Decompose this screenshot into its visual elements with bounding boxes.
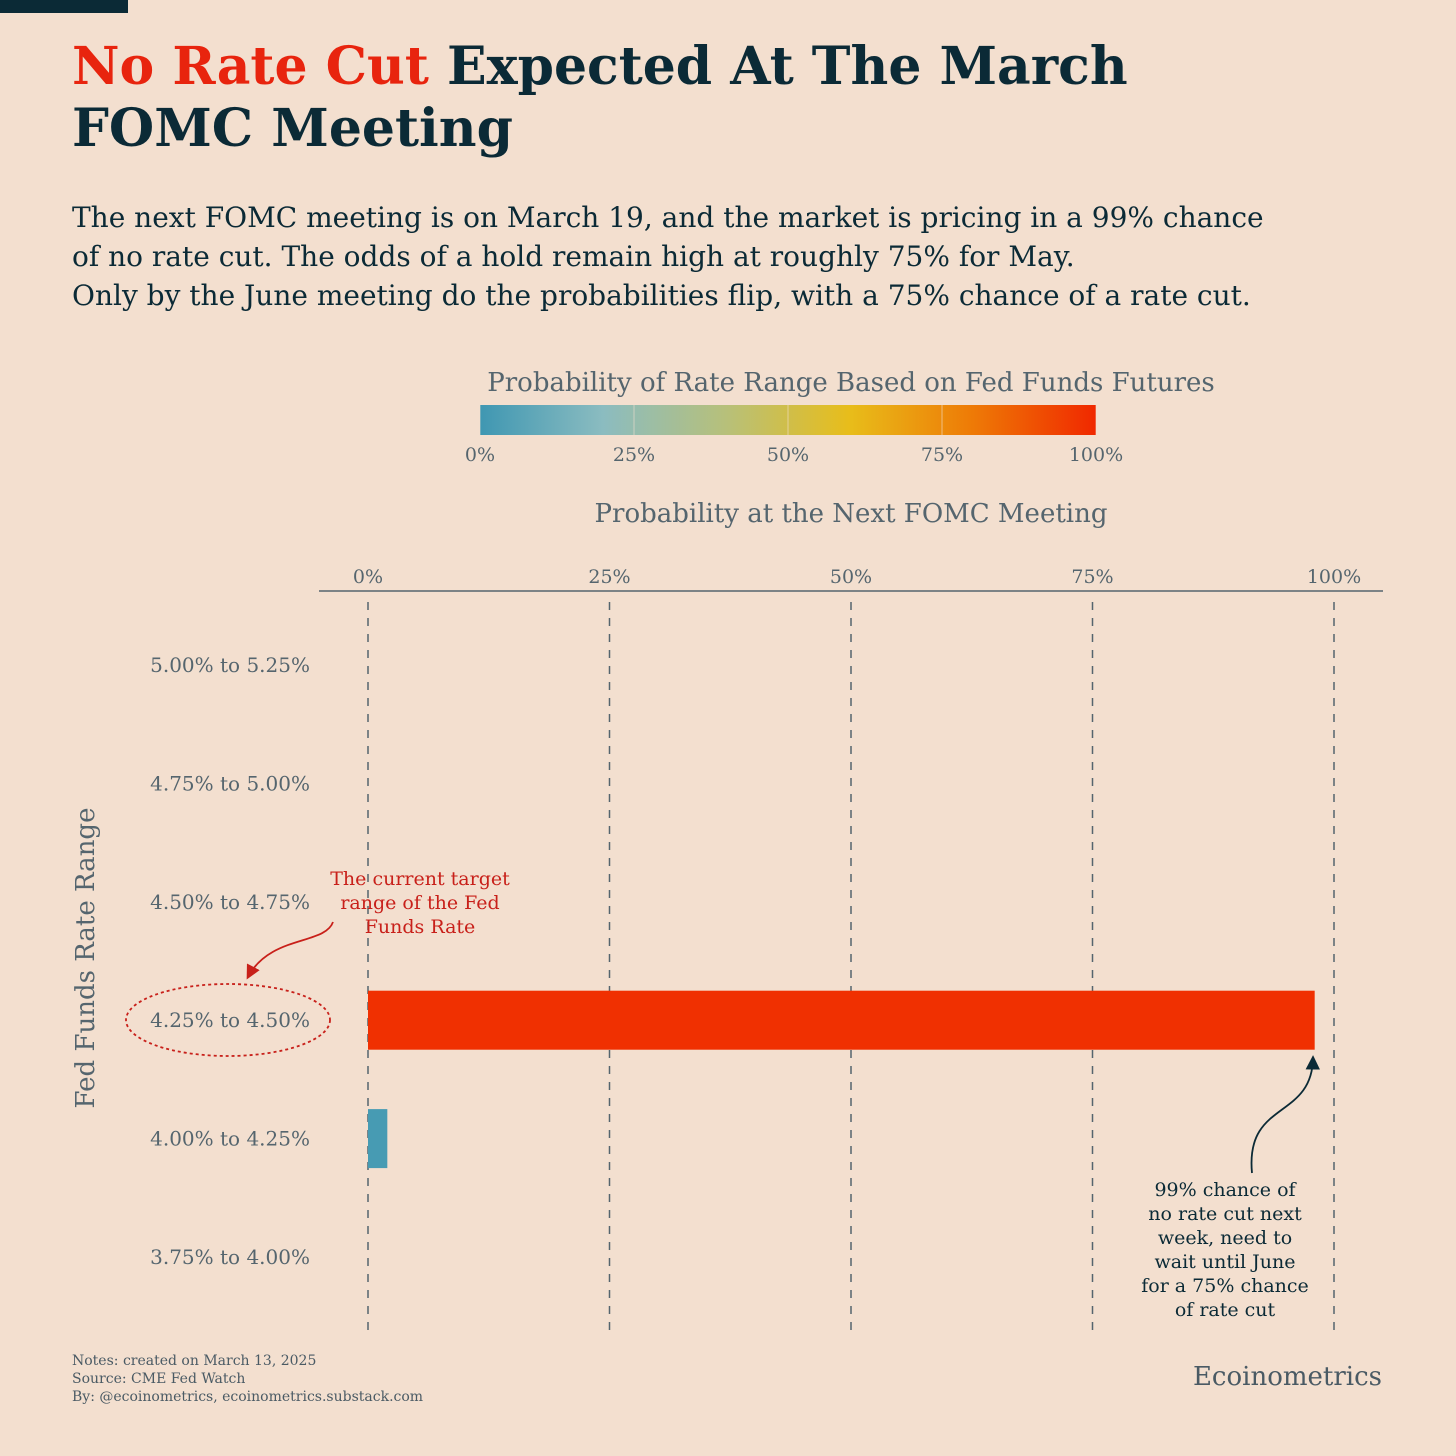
- page-title: No Rate Cut Expected At The March FOMC M…: [72, 36, 1222, 160]
- annotation-99-percent-arrow: [1250, 1055, 1321, 1174]
- annotation-99-percent: 99% chance of no rate cut next week, nee…: [1141, 1179, 1309, 1321]
- y-tick-label: 3.75% to 4.00%: [150, 1245, 310, 1269]
- legend-tick-label: 0%: [465, 444, 495, 466]
- corner-accent-bar: [0, 0, 128, 13]
- legend-tick-label: 25%: [613, 444, 655, 466]
- subtitle-line: Only by the June meeting do the probabil…: [72, 279, 1251, 312]
- annotation-current-target-line: Funds Rate: [365, 916, 476, 938]
- y-tick-label: 4.50% to 4.75%: [150, 890, 310, 914]
- y-tick-label: 5.00% to 5.25%: [150, 653, 310, 677]
- brand-logo-text: Ecoinometrics: [1192, 1362, 1382, 1392]
- legend-title: Probability of Rate Range Based on Fed F…: [487, 368, 1214, 398]
- footer-source: Source: CME Fed Watch: [72, 1371, 246, 1387]
- x-tick-label: 100%: [1307, 566, 1361, 588]
- footer-notes-created: Notes: created on March 13, 2025: [72, 1353, 317, 1369]
- annotation-current-target-line: range of the Fed: [340, 892, 499, 914]
- legend-tick-label: 100%: [1069, 444, 1123, 466]
- annotation-99-percent-line: for a 75% chance: [1141, 1275, 1309, 1297]
- annotation-99-percent-line: wait until June: [1155, 1251, 1296, 1273]
- subtitle-line: The next FOMC meeting is on March 19, an…: [72, 201, 1264, 234]
- footer-notes: Notes: created on March 13, 2025 Source:…: [72, 1352, 423, 1406]
- footer-byline: By: @ecoinometrics, ecoinometrics.substa…: [72, 1389, 424, 1405]
- annotation-99-percent-line: week, need to: [1158, 1227, 1292, 1249]
- x-tick-label: 25%: [588, 566, 630, 588]
- annotation-current-target-arrow: [246, 921, 334, 980]
- legend-tick-label: 50%: [767, 444, 809, 466]
- x-tick-label: 50%: [830, 566, 872, 588]
- x-tick-label: 75%: [1071, 566, 1113, 588]
- title-highlight: No Rate Cut: [72, 36, 429, 97]
- title-rest: Expected At The March FOMC Meeting: [72, 36, 1128, 159]
- annotation-99-percent-line: no rate cut next: [1148, 1203, 1302, 1225]
- x-axis-title: Probability at the Next FOMC Meeting: [595, 499, 1108, 529]
- y-tick-label: 4.25% to 4.50%: [150, 1008, 310, 1032]
- subtitle-line: of no rate cut. The odds of a hold remai…: [72, 240, 1075, 273]
- bar: [368, 1109, 388, 1169]
- annotation-99-percent-line: 99% chance of: [1154, 1179, 1297, 1201]
- legend-tick-label: 75%: [921, 444, 963, 466]
- subtitle: The next FOMC meeting is on March 19, an…: [72, 198, 1402, 315]
- x-tick-label: 0%: [353, 566, 383, 588]
- current-range-highlight-ellipse: [125, 983, 331, 1057]
- y-tick-label: 4.00% to 4.25%: [150, 1127, 310, 1151]
- bar: [368, 990, 1315, 1050]
- annotation-current-target: The current target range of the Fed Fund…: [330, 868, 510, 938]
- y-tick-label: 4.75% to 5.00%: [150, 771, 310, 795]
- y-axis-title: Fed Funds Rate Range: [71, 808, 101, 1109]
- annotation-current-target-line: The current target: [330, 868, 510, 890]
- annotation-99-percent-line: of rate cut: [1175, 1299, 1276, 1321]
